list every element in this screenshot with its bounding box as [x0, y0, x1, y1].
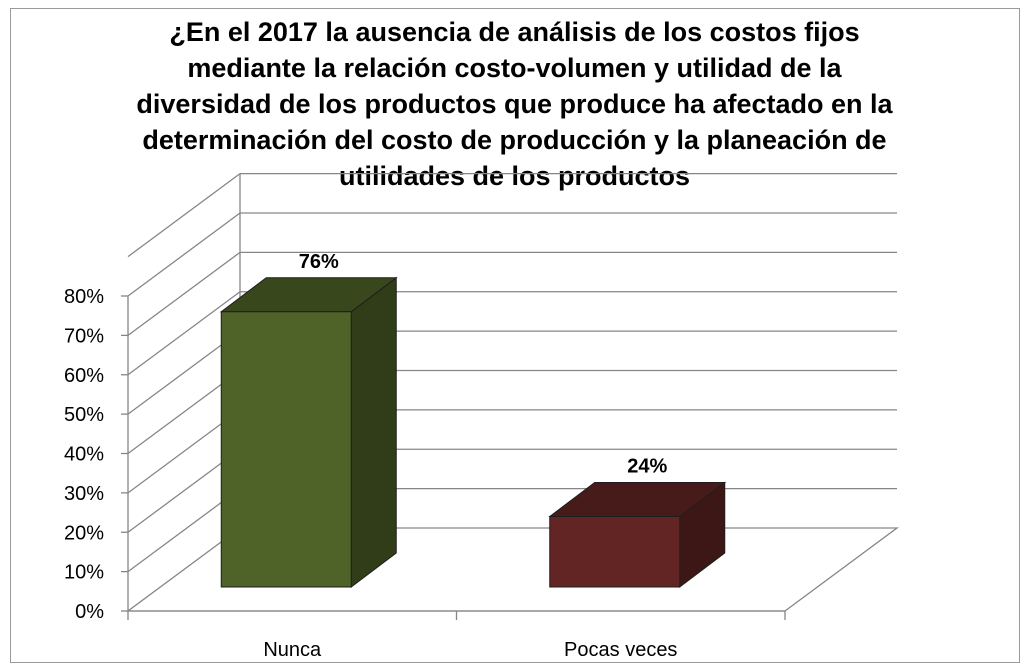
chart-title-line-3: diversidad de los productos que produce …	[136, 89, 893, 119]
y-tick-label: 10%	[64, 562, 104, 584]
bar-front	[220, 311, 352, 588]
category-label-2: Pocas veces	[564, 639, 677, 661]
y-tick-label: 50%	[64, 404, 104, 426]
bar-2	[548, 481, 727, 589]
chart-title: ¿En el 2017 la ausencia de análisis de l…	[0, 14, 1029, 194]
y-tick-label: 80%	[64, 286, 104, 308]
gridline-side	[127, 291, 241, 376]
data-label-2: 24%	[627, 456, 667, 478]
y-tick-label: 70%	[64, 325, 104, 347]
bar-1	[219, 276, 398, 589]
gridline-side	[127, 251, 241, 336]
y-tick-label: 0%	[75, 601, 104, 623]
bar-side	[350, 276, 397, 589]
chart-bars	[219, 276, 727, 589]
category-label-1: Nunca	[263, 639, 322, 661]
chart-title-line-5: utilidades de los productos	[338, 161, 691, 191]
y-tick-label: 30%	[64, 483, 104, 505]
y-axis-ticks: 0% 10% 20% 30% 40% 50% 60% 70% 80%	[64, 286, 128, 623]
gridline-side	[127, 212, 241, 297]
gridline-side	[127, 173, 241, 258]
y-tick-label: 20%	[64, 522, 104, 544]
y-tick-label: 40%	[64, 444, 104, 466]
data-label-1: 76%	[299, 251, 339, 273]
chart-title-line-4: determinación del costo de producción y …	[142, 125, 887, 155]
chart-labels: 76% Nunca 24% Pocas veces	[263, 251, 677, 661]
chart-frame	[10, 8, 1020, 663]
y-tick-label: 60%	[64, 365, 104, 387]
bar-front	[549, 516, 681, 588]
chart-title-line-1: ¿En el 2017 la ausencia de análisis de l…	[169, 17, 860, 47]
chart-title-line-2: mediante la relación costo-volumen y uti…	[187, 53, 842, 83]
